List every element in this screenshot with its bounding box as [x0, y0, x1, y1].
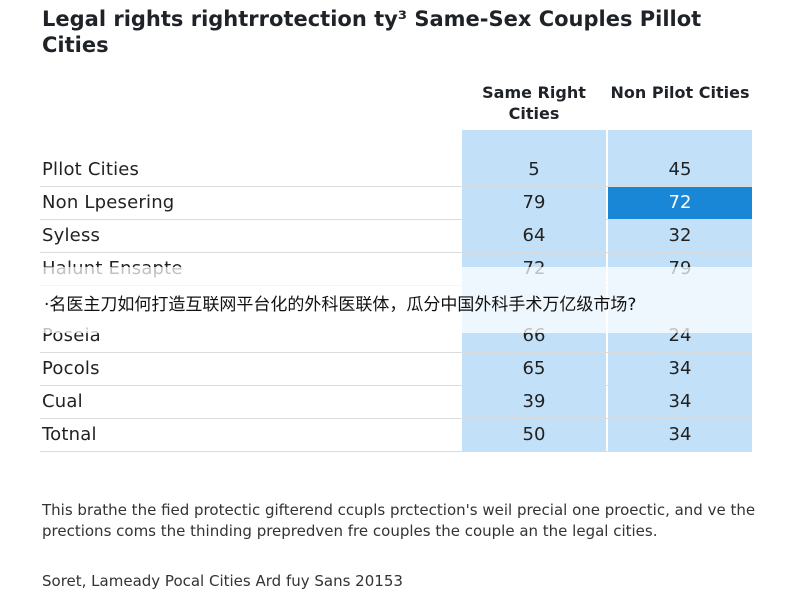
footnote: This brathe the fied protectic gifterend… — [42, 501, 756, 540]
cell-same-right: 5 — [528, 159, 540, 180]
overlay-caption-text: ·名医主刀如何打造互联网平台化的外科医联体，瓜分中国外科手术万亿级市场? — [44, 295, 637, 315]
table-row: Pocols 65 34 — [40, 353, 752, 386]
column-header-same-right: Same Right Cities — [482, 83, 586, 123]
row-label: Pllot Cities — [42, 159, 140, 180]
row-label: Cual — [42, 391, 83, 412]
table-row: Pllot Cities 5 45 — [40, 154, 752, 187]
table-row: Syless 64 32 — [40, 220, 752, 253]
table-row: Cual 39 34 — [40, 386, 752, 419]
cell-non-pilot: 32 — [668, 225, 692, 246]
cell-non-pilot: 72 — [608, 187, 752, 219]
row-label: Pocols — [42, 358, 100, 379]
row-label: Syless — [42, 225, 101, 246]
cell-same-right: 65 — [522, 358, 546, 379]
cell-same-right: 50 — [522, 424, 546, 445]
row-label: Non Lpesering — [42, 192, 175, 213]
table-row: Totnal 50 34 — [40, 419, 752, 452]
caption-overlay — [0, 267, 800, 333]
cell-same-right: 39 — [522, 391, 546, 412]
cell-non-pilot: 45 — [668, 159, 692, 180]
cell-same-right: 79 — [522, 192, 546, 213]
cell-non-pilot: 34 — [668, 424, 692, 445]
chart-title: Legal rights rightrrotection ty³ Same-Se… — [42, 7, 702, 57]
source-line: Soret, Lameady Pocal Cities Ard fuy Sans… — [42, 572, 403, 590]
row-label: Totnal — [42, 424, 97, 445]
cell-non-pilot: 34 — [668, 358, 692, 379]
column-header-non-pilot: Non Pilot Cities — [610, 83, 750, 102]
table-row: Non Lpesering 79 72 — [40, 187, 752, 220]
cell-non-pilot: 34 — [668, 391, 692, 412]
cell-same-right: 64 — [522, 225, 546, 246]
